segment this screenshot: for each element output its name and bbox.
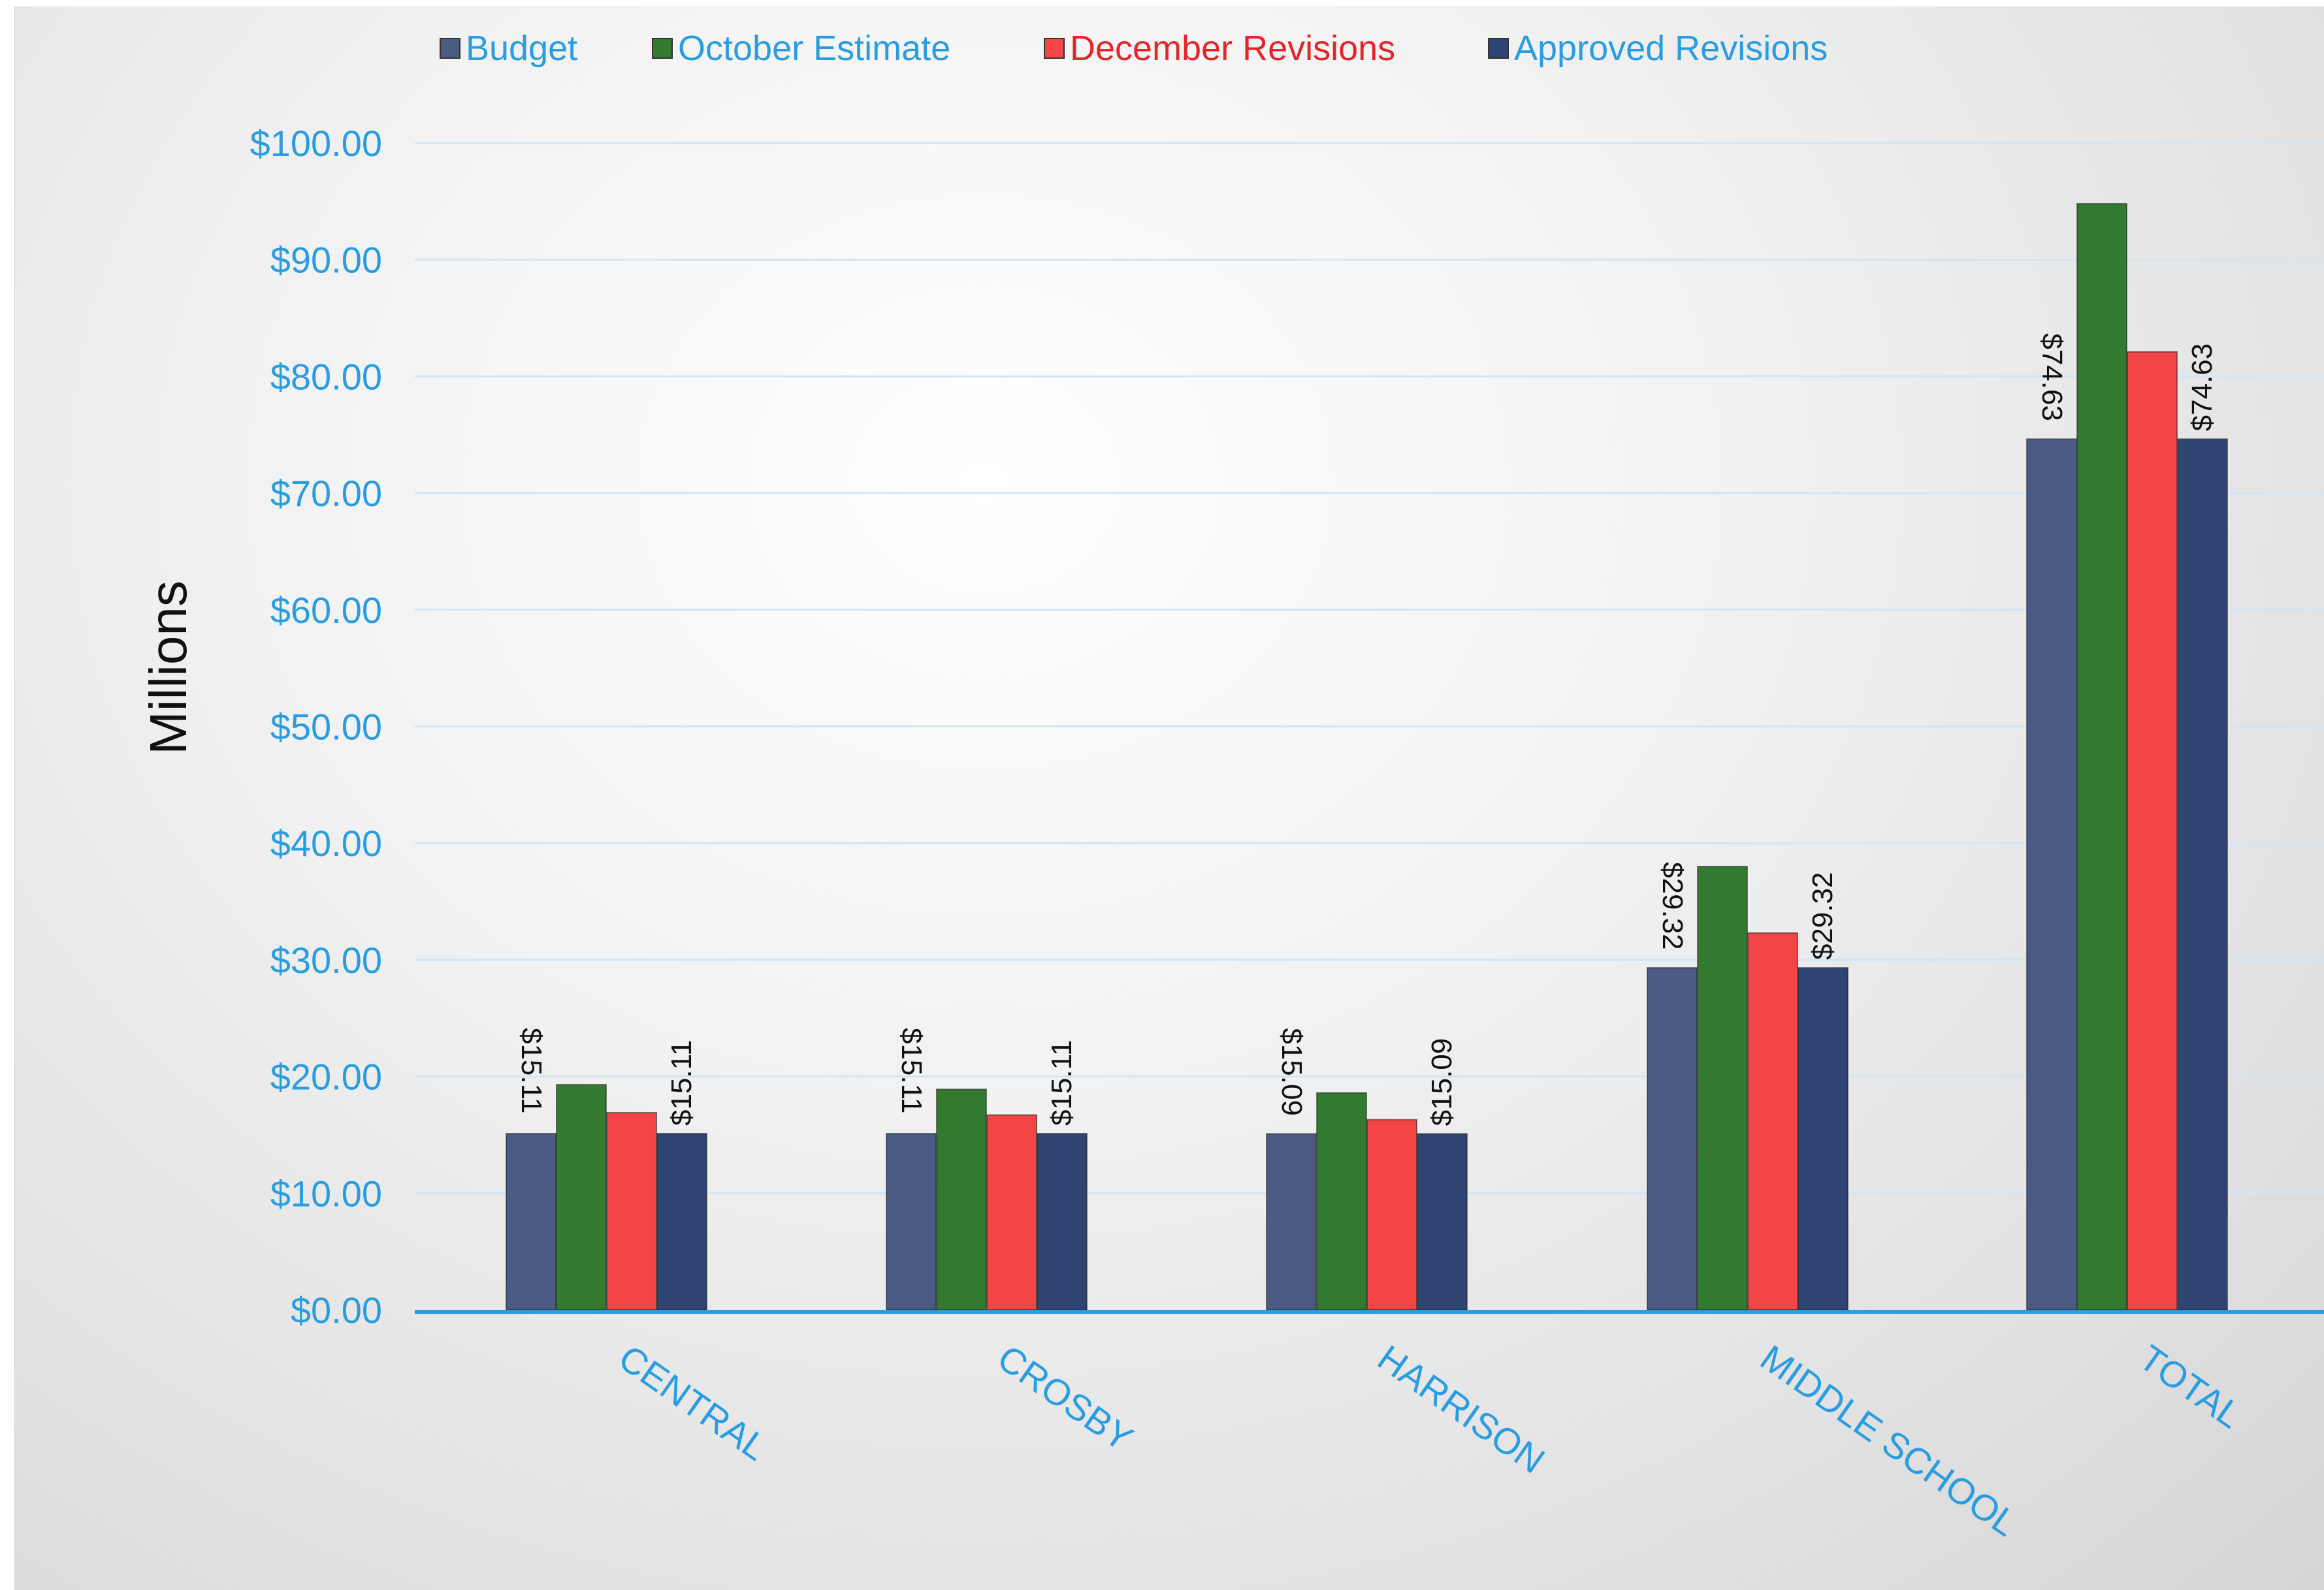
bar-budget — [1266, 1133, 1317, 1311]
x-tick-label: CROSBY — [990, 1337, 1140, 1459]
data-label: $74.63 — [2036, 333, 2068, 421]
data-label: $15.11 — [515, 1028, 547, 1113]
bar-budget — [506, 1132, 557, 1311]
chart-container: $0.00 $10.00 $20.00 $30.00 $40.00 $50.00 $60.0… — [14, 7, 2324, 1590]
y-tick-label: $60.00 — [270, 590, 382, 631]
bar-december-revisions — [986, 1114, 1037, 1311]
bars — [506, 202, 2228, 1311]
bar-october-estimate — [1316, 1092, 1367, 1311]
bar-october-estimate — [556, 1084, 607, 1311]
y-axis-ticks: $0.00 $10.00 $20.00 $30.00 $40.00 $50.00 $60.0… — [250, 123, 382, 1331]
bar-approved-revisions — [2177, 438, 2228, 1311]
bar-approved-revisions — [1037, 1132, 1088, 1311]
data-label: $15.11 — [1046, 1040, 1078, 1126]
data-label: $15.11 — [896, 1028, 928, 1113]
y-tick-label: $100.00 — [250, 123, 382, 164]
bar-december-revisions — [606, 1111, 657, 1311]
y-tick-label: $50.00 — [270, 707, 382, 748]
bar-chart: $0.00 $10.00 $20.00 $30.00 $40.00 $50.00 $60.0… — [139, 123, 2324, 1544]
data-label: $15.09 — [1276, 1028, 1308, 1116]
bar-approved-revisions — [656, 1132, 707, 1311]
y-axis-title: Millions — [139, 580, 197, 755]
bar-october-estimate — [936, 1089, 987, 1311]
bar-approved-revisions — [1798, 967, 1848, 1311]
y-tick-label: $20.00 — [270, 1057, 382, 1098]
x-axis-ticks: CENTRAL CROSBY HARRISON MIDDLE SCHOOL TOTAL — [611, 1337, 2250, 1544]
x-tick-label: CENTRAL — [611, 1337, 775, 1469]
gridlines — [415, 142, 2324, 1194]
bar-december-revisions — [2127, 351, 2178, 1311]
data-label: $15.11 — [666, 1040, 698, 1126]
x-tick-label: TOTAL — [2132, 1337, 2250, 1436]
data-label: $74.63 — [2186, 343, 2218, 432]
y-tick-label: $70.00 — [270, 473, 382, 514]
y-tick-label: $10.00 — [270, 1173, 382, 1214]
y-tick-label: $0.00 — [291, 1290, 382, 1331]
x-tick-label: HARRISON — [1370, 1337, 1552, 1481]
bar-october-estimate — [2076, 202, 2127, 1311]
bar-budget — [1647, 967, 1698, 1311]
data-labels: $15.11 $15.11 $15.11 $15.11 $15.09 $15.09 $29.… — [515, 333, 2218, 1126]
data-label: $15.09 — [1426, 1038, 1458, 1126]
y-tick-label: $80.00 — [270, 356, 382, 397]
bar-budget — [886, 1132, 937, 1311]
y-tick-label: $40.00 — [270, 823, 382, 864]
bar-december-revisions — [1366, 1119, 1417, 1311]
data-label: $29.32 — [1807, 872, 1839, 960]
data-label: $29.32 — [1656, 862, 1688, 950]
bar-december-revisions — [1747, 932, 1798, 1311]
x-tick-label: MIDDLE SCHOOL — [1753, 1337, 2025, 1544]
y-tick-label: $30.00 — [270, 940, 382, 981]
y-tick-label: $90.00 — [270, 240, 382, 281]
bar-october-estimate — [1697, 865, 1748, 1311]
bar-approved-revisions — [1417, 1133, 1468, 1311]
bar-budget — [2026, 438, 2077, 1311]
